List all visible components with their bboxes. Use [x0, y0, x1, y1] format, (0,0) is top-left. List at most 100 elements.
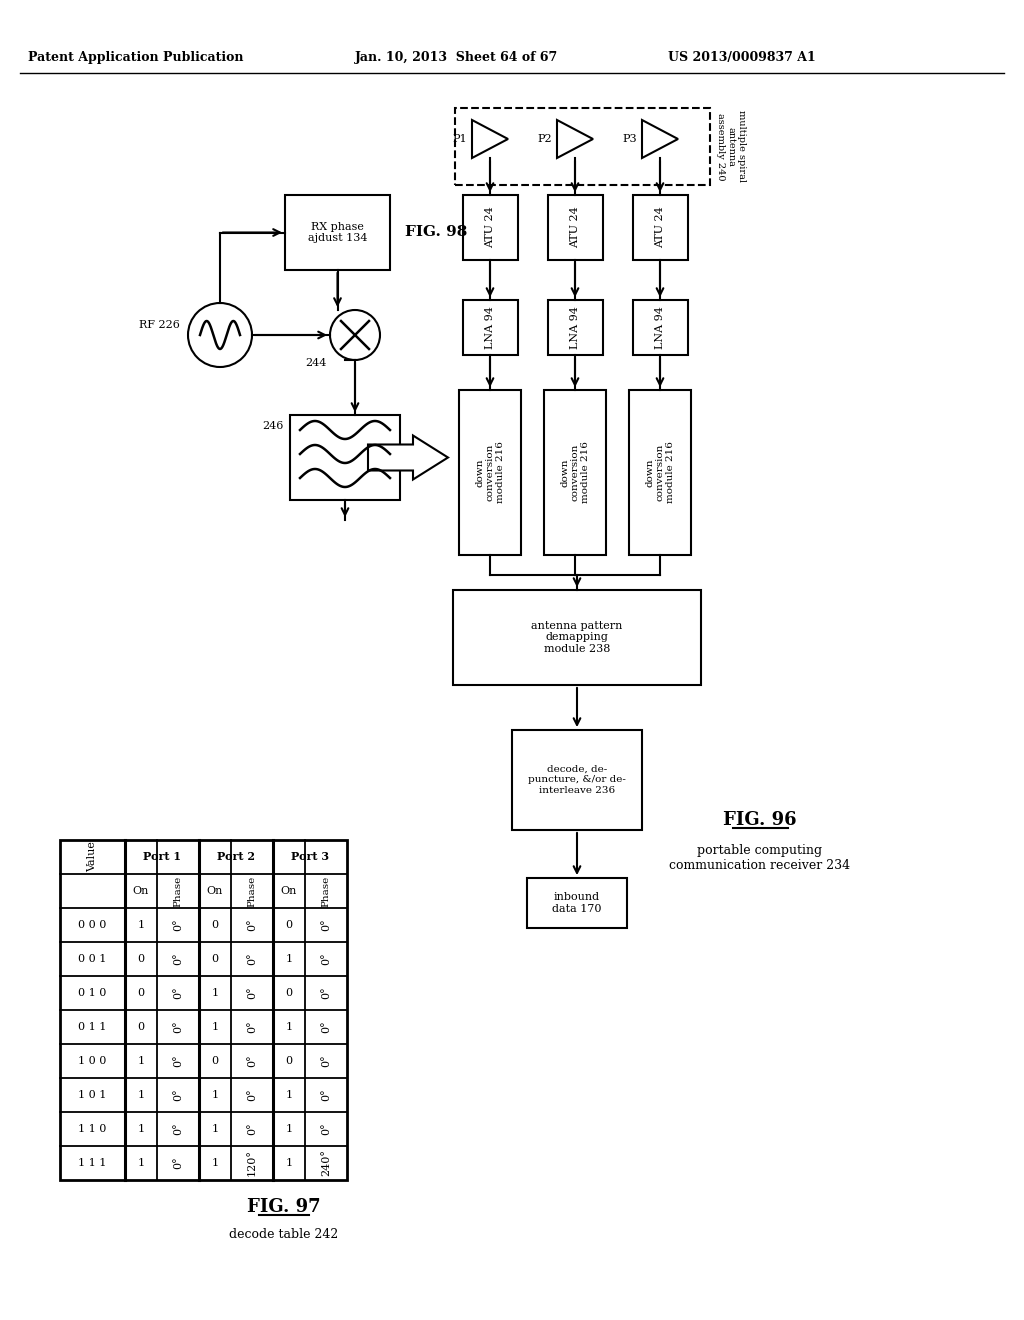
- Text: 0°: 0°: [247, 1055, 257, 1068]
- Circle shape: [188, 304, 252, 367]
- Text: 0°: 0°: [321, 1123, 331, 1135]
- Text: decode, de-
puncture, &/or de-
interleave 236: decode, de- puncture, &/or de- interleav…: [528, 766, 626, 795]
- Text: US 2013/0009837 A1: US 2013/0009837 A1: [668, 50, 816, 63]
- Text: down
conversion
module 216: down conversion module 216: [560, 442, 590, 503]
- Text: 0°: 0°: [173, 1055, 183, 1068]
- Text: 0 1 0: 0 1 0: [78, 987, 106, 998]
- Text: 1: 1: [286, 1158, 293, 1168]
- Text: FIG. 96: FIG. 96: [723, 810, 797, 829]
- Text: 120°: 120°: [247, 1150, 257, 1176]
- Bar: [459, 389, 521, 554]
- Text: Phase: Phase: [248, 875, 256, 907]
- Bar: [633, 195, 688, 260]
- Text: 0°: 0°: [321, 986, 331, 999]
- Text: 1: 1: [211, 1125, 218, 1134]
- Text: P2: P2: [538, 135, 552, 144]
- Text: 1: 1: [137, 1158, 144, 1168]
- Text: 0°: 0°: [247, 986, 257, 999]
- Text: 0°: 0°: [247, 1123, 257, 1135]
- Text: ATU 24: ATU 24: [570, 207, 580, 248]
- Text: 1 1 1: 1 1 1: [78, 1158, 106, 1168]
- Text: FIG. 97: FIG. 97: [247, 1199, 321, 1216]
- Text: RF 226: RF 226: [139, 319, 180, 330]
- Text: Port 1: Port 1: [143, 851, 181, 862]
- Text: On: On: [281, 886, 297, 896]
- Text: 0°: 0°: [321, 919, 331, 932]
- Text: Jan. 10, 2013  Sheet 64 of 67: Jan. 10, 2013 Sheet 64 of 67: [355, 50, 558, 63]
- Bar: [629, 389, 691, 554]
- Text: 246: 246: [262, 421, 284, 432]
- Text: 0: 0: [286, 1056, 293, 1067]
- Text: Value: Value: [87, 842, 97, 873]
- Text: 1: 1: [286, 954, 293, 964]
- Text: 0 0 1: 0 0 1: [78, 954, 106, 964]
- Text: 1: 1: [211, 987, 218, 998]
- Text: 0°: 0°: [321, 1089, 331, 1101]
- Text: 0°: 0°: [173, 953, 183, 965]
- Text: 1 1 0: 1 1 0: [78, 1125, 106, 1134]
- Text: 0°: 0°: [321, 953, 331, 965]
- Bar: [455, 108, 710, 185]
- Text: 0°: 0°: [247, 1089, 257, 1101]
- Text: 0 0 0: 0 0 0: [78, 920, 106, 931]
- Bar: [633, 300, 688, 355]
- Text: inbound
data 170: inbound data 170: [552, 892, 602, 913]
- Text: Patent Application Publication: Patent Application Publication: [28, 50, 244, 63]
- Text: Port 3: Port 3: [291, 851, 329, 862]
- Text: 1: 1: [286, 1090, 293, 1100]
- Text: 1: 1: [137, 920, 144, 931]
- Text: decode table 242: decode table 242: [229, 1229, 338, 1242]
- Text: 0: 0: [137, 1022, 144, 1032]
- Bar: [60, 840, 347, 1180]
- Text: 0 1 1: 0 1 1: [78, 1022, 106, 1032]
- Text: 0: 0: [211, 954, 218, 964]
- Text: 0: 0: [137, 987, 144, 998]
- Bar: [527, 878, 627, 928]
- Text: 1: 1: [137, 1090, 144, 1100]
- Polygon shape: [557, 120, 593, 158]
- Text: 244: 244: [305, 358, 327, 368]
- Text: 0°: 0°: [247, 1020, 257, 1034]
- Text: FIG. 98: FIG. 98: [406, 226, 467, 239]
- Text: ATU 24: ATU 24: [485, 207, 495, 248]
- Text: down
conversion
module 216: down conversion module 216: [475, 442, 505, 503]
- Text: 0°: 0°: [173, 1020, 183, 1034]
- Text: ATU 24: ATU 24: [655, 207, 665, 248]
- Text: 0°: 0°: [247, 953, 257, 965]
- Text: P1: P1: [453, 135, 467, 144]
- Bar: [512, 730, 642, 830]
- Text: multiple spiral
antenna
assembly 240: multiple spiral antenna assembly 240: [716, 111, 745, 182]
- Polygon shape: [472, 120, 508, 158]
- Text: 0°: 0°: [321, 1020, 331, 1034]
- Bar: [463, 300, 518, 355]
- Text: 1 0 1: 1 0 1: [78, 1090, 106, 1100]
- Polygon shape: [368, 436, 449, 479]
- Text: 1: 1: [137, 1056, 144, 1067]
- Text: 0°: 0°: [173, 1089, 183, 1101]
- Bar: [544, 389, 606, 554]
- Text: 240°: 240°: [321, 1150, 331, 1176]
- Bar: [453, 590, 701, 685]
- Text: 1: 1: [211, 1158, 218, 1168]
- Text: 0: 0: [137, 954, 144, 964]
- Text: LNA 94: LNA 94: [655, 306, 665, 348]
- Text: 0°: 0°: [321, 1055, 331, 1068]
- Text: portable computing
communication receiver 234: portable computing communication receive…: [670, 843, 851, 873]
- Text: 0°: 0°: [247, 919, 257, 932]
- Text: RX phase
ajdust 134: RX phase ajdust 134: [308, 222, 368, 243]
- Text: 1: 1: [137, 1125, 144, 1134]
- Text: On: On: [207, 886, 223, 896]
- Text: 1: 1: [286, 1125, 293, 1134]
- Bar: [285, 195, 390, 271]
- Polygon shape: [642, 120, 678, 158]
- Text: Phase: Phase: [322, 875, 331, 907]
- Text: 1: 1: [286, 1022, 293, 1032]
- Text: 0°: 0°: [173, 986, 183, 999]
- Text: 0: 0: [286, 987, 293, 998]
- Text: Phase: Phase: [173, 875, 182, 907]
- Bar: [548, 300, 603, 355]
- Text: LNA 94: LNA 94: [485, 306, 495, 348]
- Bar: [290, 414, 400, 500]
- Text: 0: 0: [211, 1056, 218, 1067]
- Text: 0°: 0°: [173, 919, 183, 932]
